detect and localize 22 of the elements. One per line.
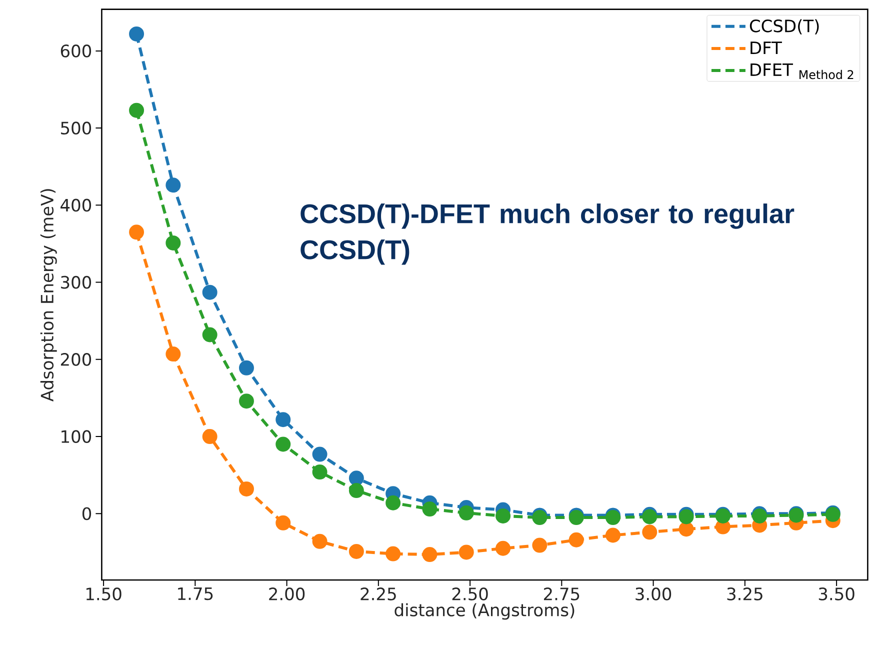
legend-label: CCSD(T) bbox=[750, 19, 819, 34]
x-tick-label: 2.75 bbox=[544, 588, 580, 600]
x-tick-label: 2.50 bbox=[452, 588, 488, 600]
y-tick-label: 100 bbox=[62, 430, 92, 443]
x-tick-label: 1.50 bbox=[86, 588, 122, 600]
x-tick-label: 3.25 bbox=[727, 588, 762, 600]
x-tick-label: 2.25 bbox=[360, 588, 396, 600]
legend-label: DFET $_{Method 2}$ bbox=[750, 63, 854, 80]
x-tick-label: 2.00 bbox=[269, 588, 305, 600]
legend-label: DFT bbox=[750, 42, 782, 54]
y-tick-label: 500 bbox=[61, 122, 92, 134]
y-tick-label: 400 bbox=[60, 198, 92, 212]
y-tick-label: 600 bbox=[60, 44, 92, 58]
x-tick-label: 3.00 bbox=[636, 588, 672, 600]
y-tick-label: 200 bbox=[60, 352, 92, 366]
x-axis-title: distance (Angstroms) bbox=[394, 603, 574, 620]
x-tick-label: 1.75 bbox=[178, 588, 213, 600]
annotation: CCSD(T)-DFET much closer to regular CCSD(T) bbox=[300, 204, 794, 265]
y-tick-label: 300 bbox=[61, 276, 92, 289]
y-axis-title: Adsorption Energy (meV) bbox=[40, 189, 57, 402]
y-tick-label: 0 bbox=[82, 507, 92, 520]
x-tick-label: 3.50 bbox=[818, 588, 854, 600]
